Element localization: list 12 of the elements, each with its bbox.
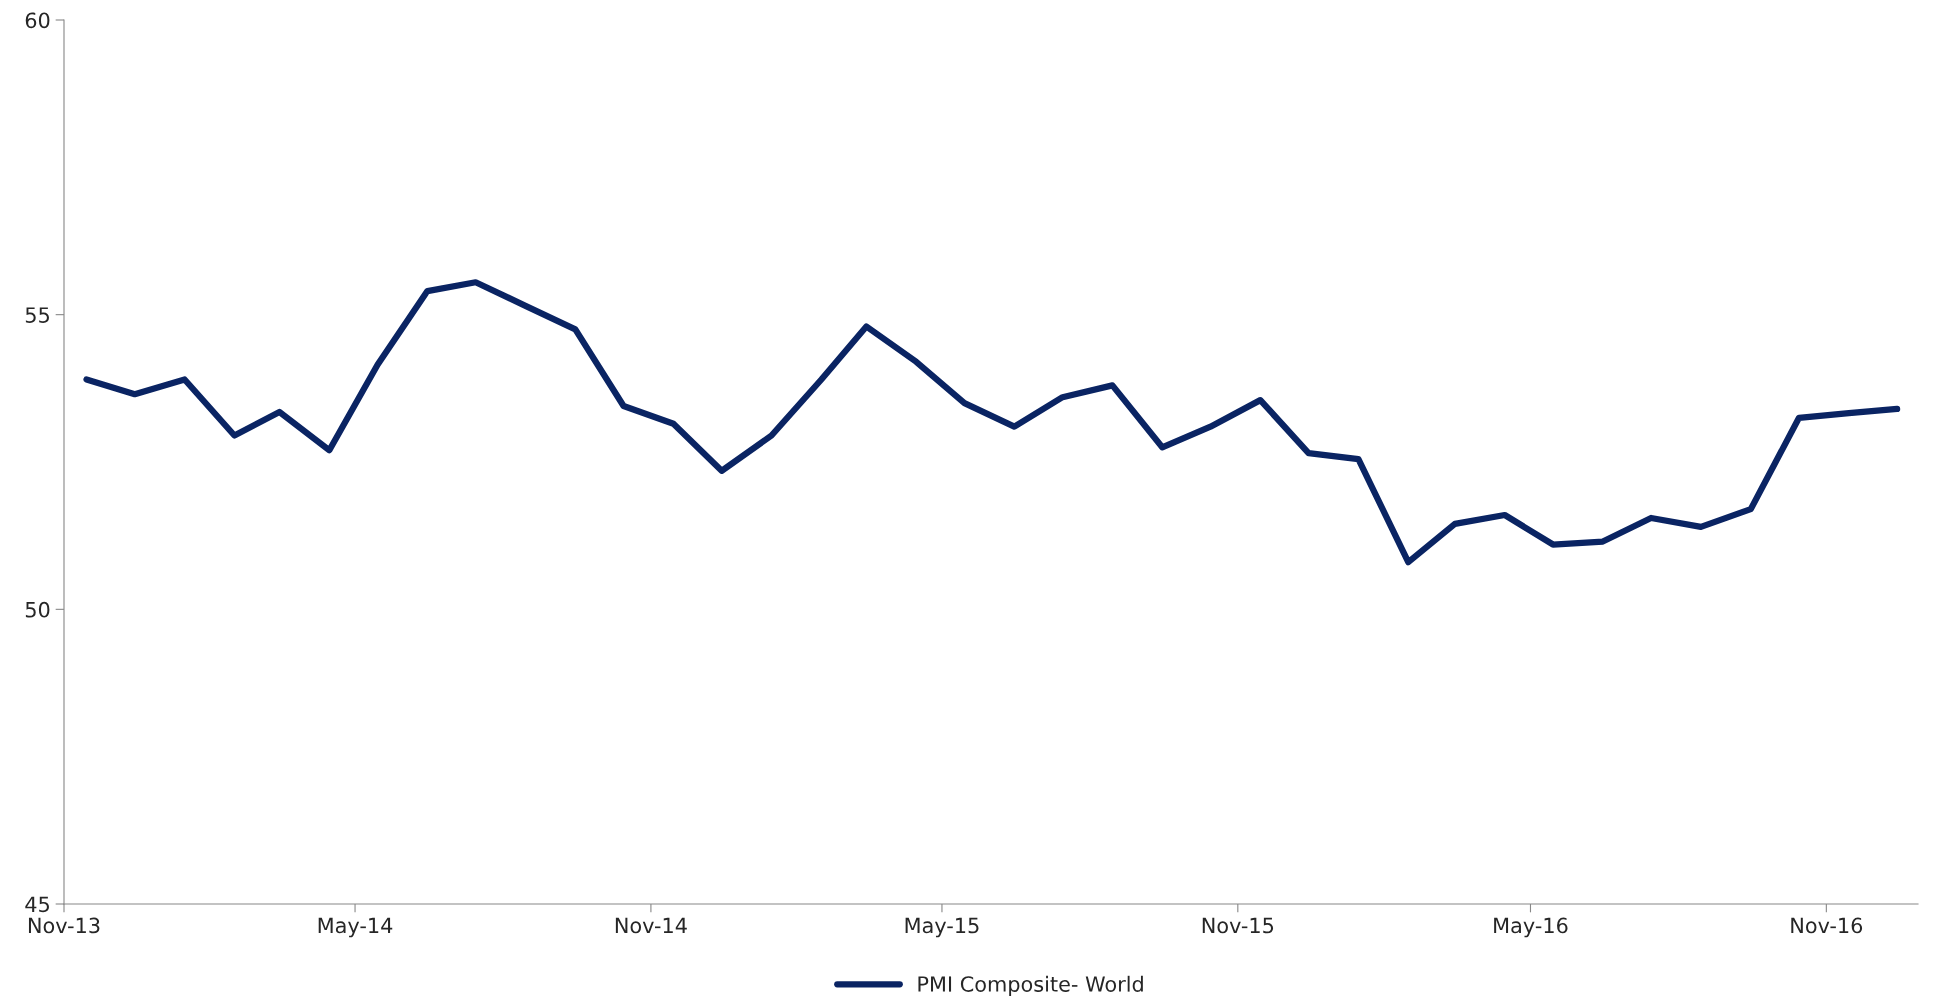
legend-label: PMI Composite- World [918,975,1143,996]
x-tick-label: May-15 [905,917,979,938]
x-tick-label: May-14 [318,917,393,938]
y-tick-label: 50 [25,601,50,618]
x-tick-label: Nov-16 [1791,917,1863,934]
y-tick-label: 60 [25,12,50,29]
x-tick-label: May-16 [1494,917,1568,938]
x-tick-label: Nov-13 [28,917,100,934]
y-tick-label: 55 [25,307,49,323]
x-tick-label: Nov-14 [615,917,687,934]
y-tick-label: 45 [25,896,49,913]
x-tick-label: Nov-15 [1202,917,1274,934]
